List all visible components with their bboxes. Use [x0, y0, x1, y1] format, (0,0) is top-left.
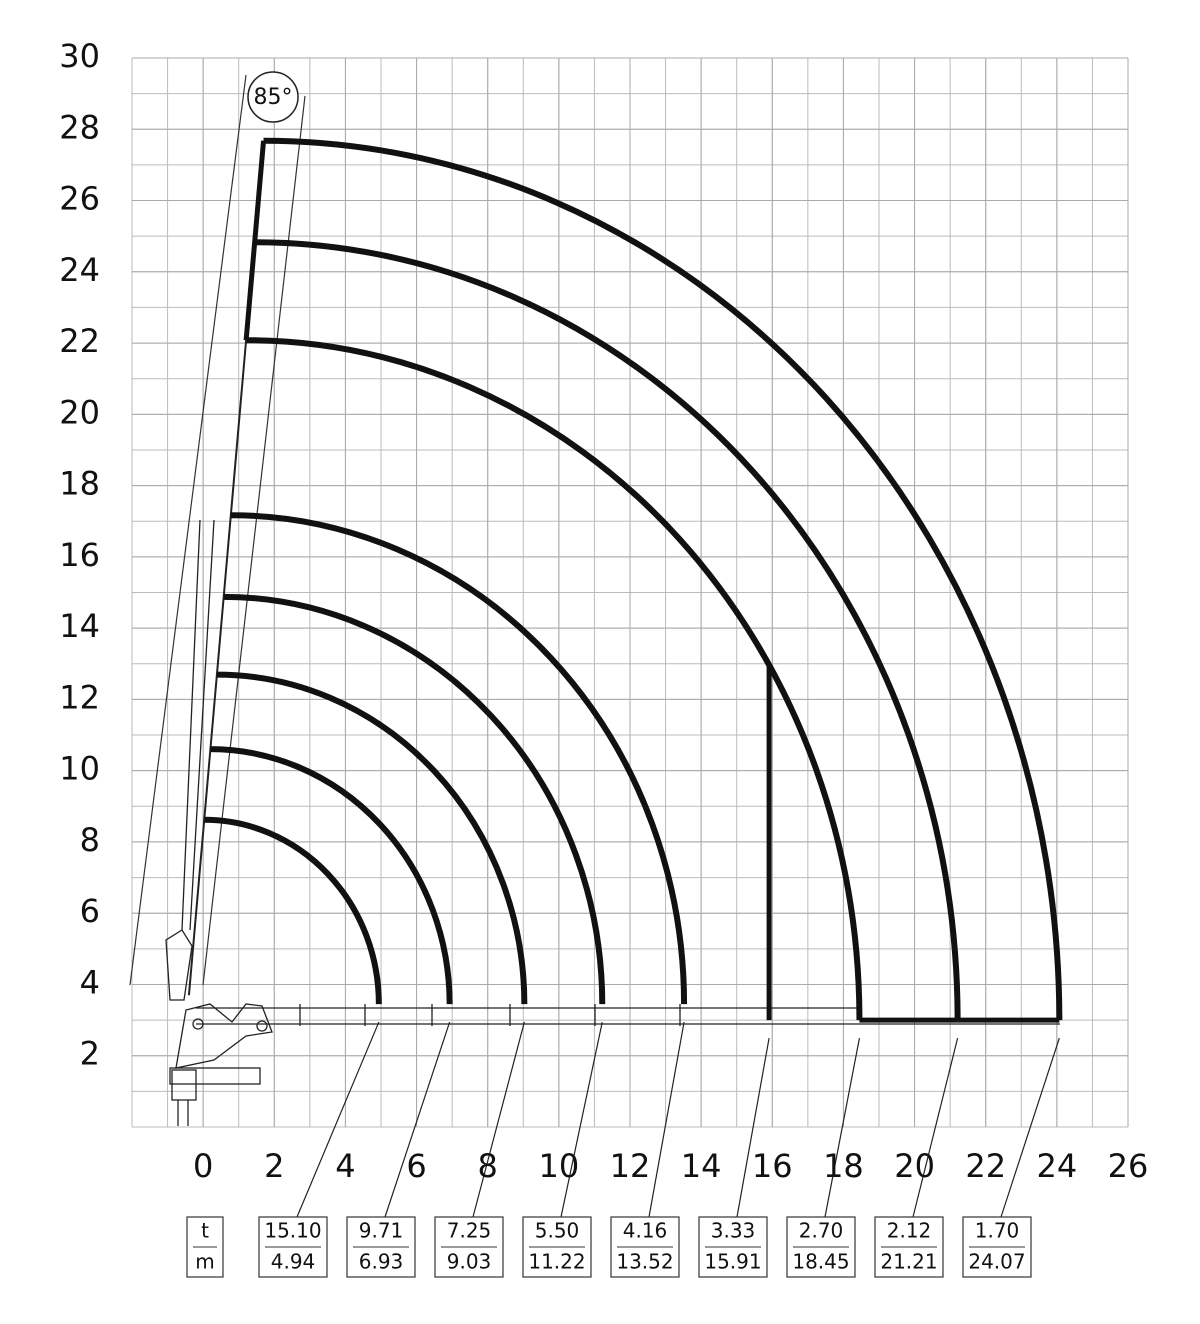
x-tick-label: 18 [823, 1147, 864, 1185]
reach-value: 11.22 [528, 1250, 585, 1274]
angle-badge [247, 71, 299, 123]
load-arc [246, 337, 863, 1021]
leader-line [560, 1021, 603, 1218]
leader-line [912, 1037, 959, 1218]
y-tick-label: 26 [59, 180, 100, 218]
load-arc [210, 746, 453, 1005]
load-arc [204, 816, 382, 1005]
grid [131, 57, 1129, 1128]
load-value: 3.33 [711, 1219, 756, 1243]
x-tick-label: 8 [478, 1147, 498, 1185]
y-tick-label: 30 [59, 37, 100, 75]
y-tick-label: 18 [59, 465, 100, 503]
y-tick-label: 24 [59, 251, 100, 289]
reach-value: 9.03 [447, 1250, 492, 1274]
leader-line [472, 1021, 525, 1218]
y-tick-label: 10 [59, 750, 100, 788]
y-tick-label: 16 [59, 536, 100, 574]
y-tick-label: 4 [80, 963, 100, 1001]
reach-value: 18.45 [792, 1250, 849, 1274]
x-tick-label: 16 [752, 1147, 793, 1185]
x-tick-label: 0 [193, 1147, 213, 1185]
reach-value: 4.94 [271, 1250, 316, 1274]
x-tick-label: 24 [1036, 1147, 1077, 1185]
y-tick-label: 22 [59, 322, 100, 360]
reach-value: 21.21 [880, 1250, 937, 1274]
x-tick-label: 26 [1108, 1147, 1149, 1185]
unit-reach: m [195, 1250, 214, 1274]
y-tick-label: 12 [59, 678, 100, 716]
leader-line [736, 1037, 770, 1218]
boom-angle: 85° [254, 85, 293, 110]
load-value: 7.25 [447, 1219, 492, 1243]
leader-line [296, 1021, 380, 1218]
y-tick-label: 6 [80, 892, 100, 930]
load-value: 5.50 [535, 1219, 580, 1243]
y-tick-label: 20 [59, 393, 100, 431]
marks [187, 137, 1063, 1218]
load-value: 2.12 [887, 1219, 932, 1243]
load-value: 1.70 [975, 1219, 1020, 1243]
x-tick-label: 2 [264, 1147, 284, 1185]
x-tick-label: 10 [538, 1147, 579, 1185]
leader-line [1000, 1037, 1060, 1218]
boom [187, 340, 248, 996]
reach-value: 6.93 [359, 1250, 404, 1274]
crane-base [165, 519, 1060, 1126]
reach-value: 13.52 [616, 1250, 673, 1274]
reach-value: 15.91 [704, 1250, 761, 1274]
load-arc [254, 239, 961, 1021]
y-tick-label: 28 [59, 108, 100, 146]
load-arc [216, 671, 528, 1005]
y-tick-label: 2 [80, 1035, 100, 1073]
load-arc [230, 512, 688, 1005]
leader-line [384, 1021, 451, 1218]
x-tick-label: 4 [335, 1147, 355, 1185]
load-arc [223, 593, 606, 1005]
load-value: 2.70 [799, 1219, 844, 1243]
load-arc [263, 137, 1063, 1021]
load-value: 9.71 [359, 1219, 404, 1243]
load-value: 15.10 [264, 1219, 321, 1243]
boom-guide [129, 74, 247, 986]
x-tick-label: 20 [894, 1147, 935, 1185]
x-tick-label: 12 [610, 1147, 651, 1185]
x-tick-label: 22 [965, 1147, 1006, 1185]
reach-value: 24.07 [968, 1250, 1025, 1274]
leader-line [824, 1037, 861, 1218]
leader-line [648, 1021, 685, 1218]
x-tick-label: 6 [406, 1147, 426, 1185]
y-tick-label: 8 [80, 821, 100, 859]
unit-load: t [201, 1219, 209, 1243]
x-tick-label: 14 [681, 1147, 722, 1185]
load-value: 4.16 [623, 1219, 668, 1243]
y-tick-label: 14 [59, 607, 100, 645]
